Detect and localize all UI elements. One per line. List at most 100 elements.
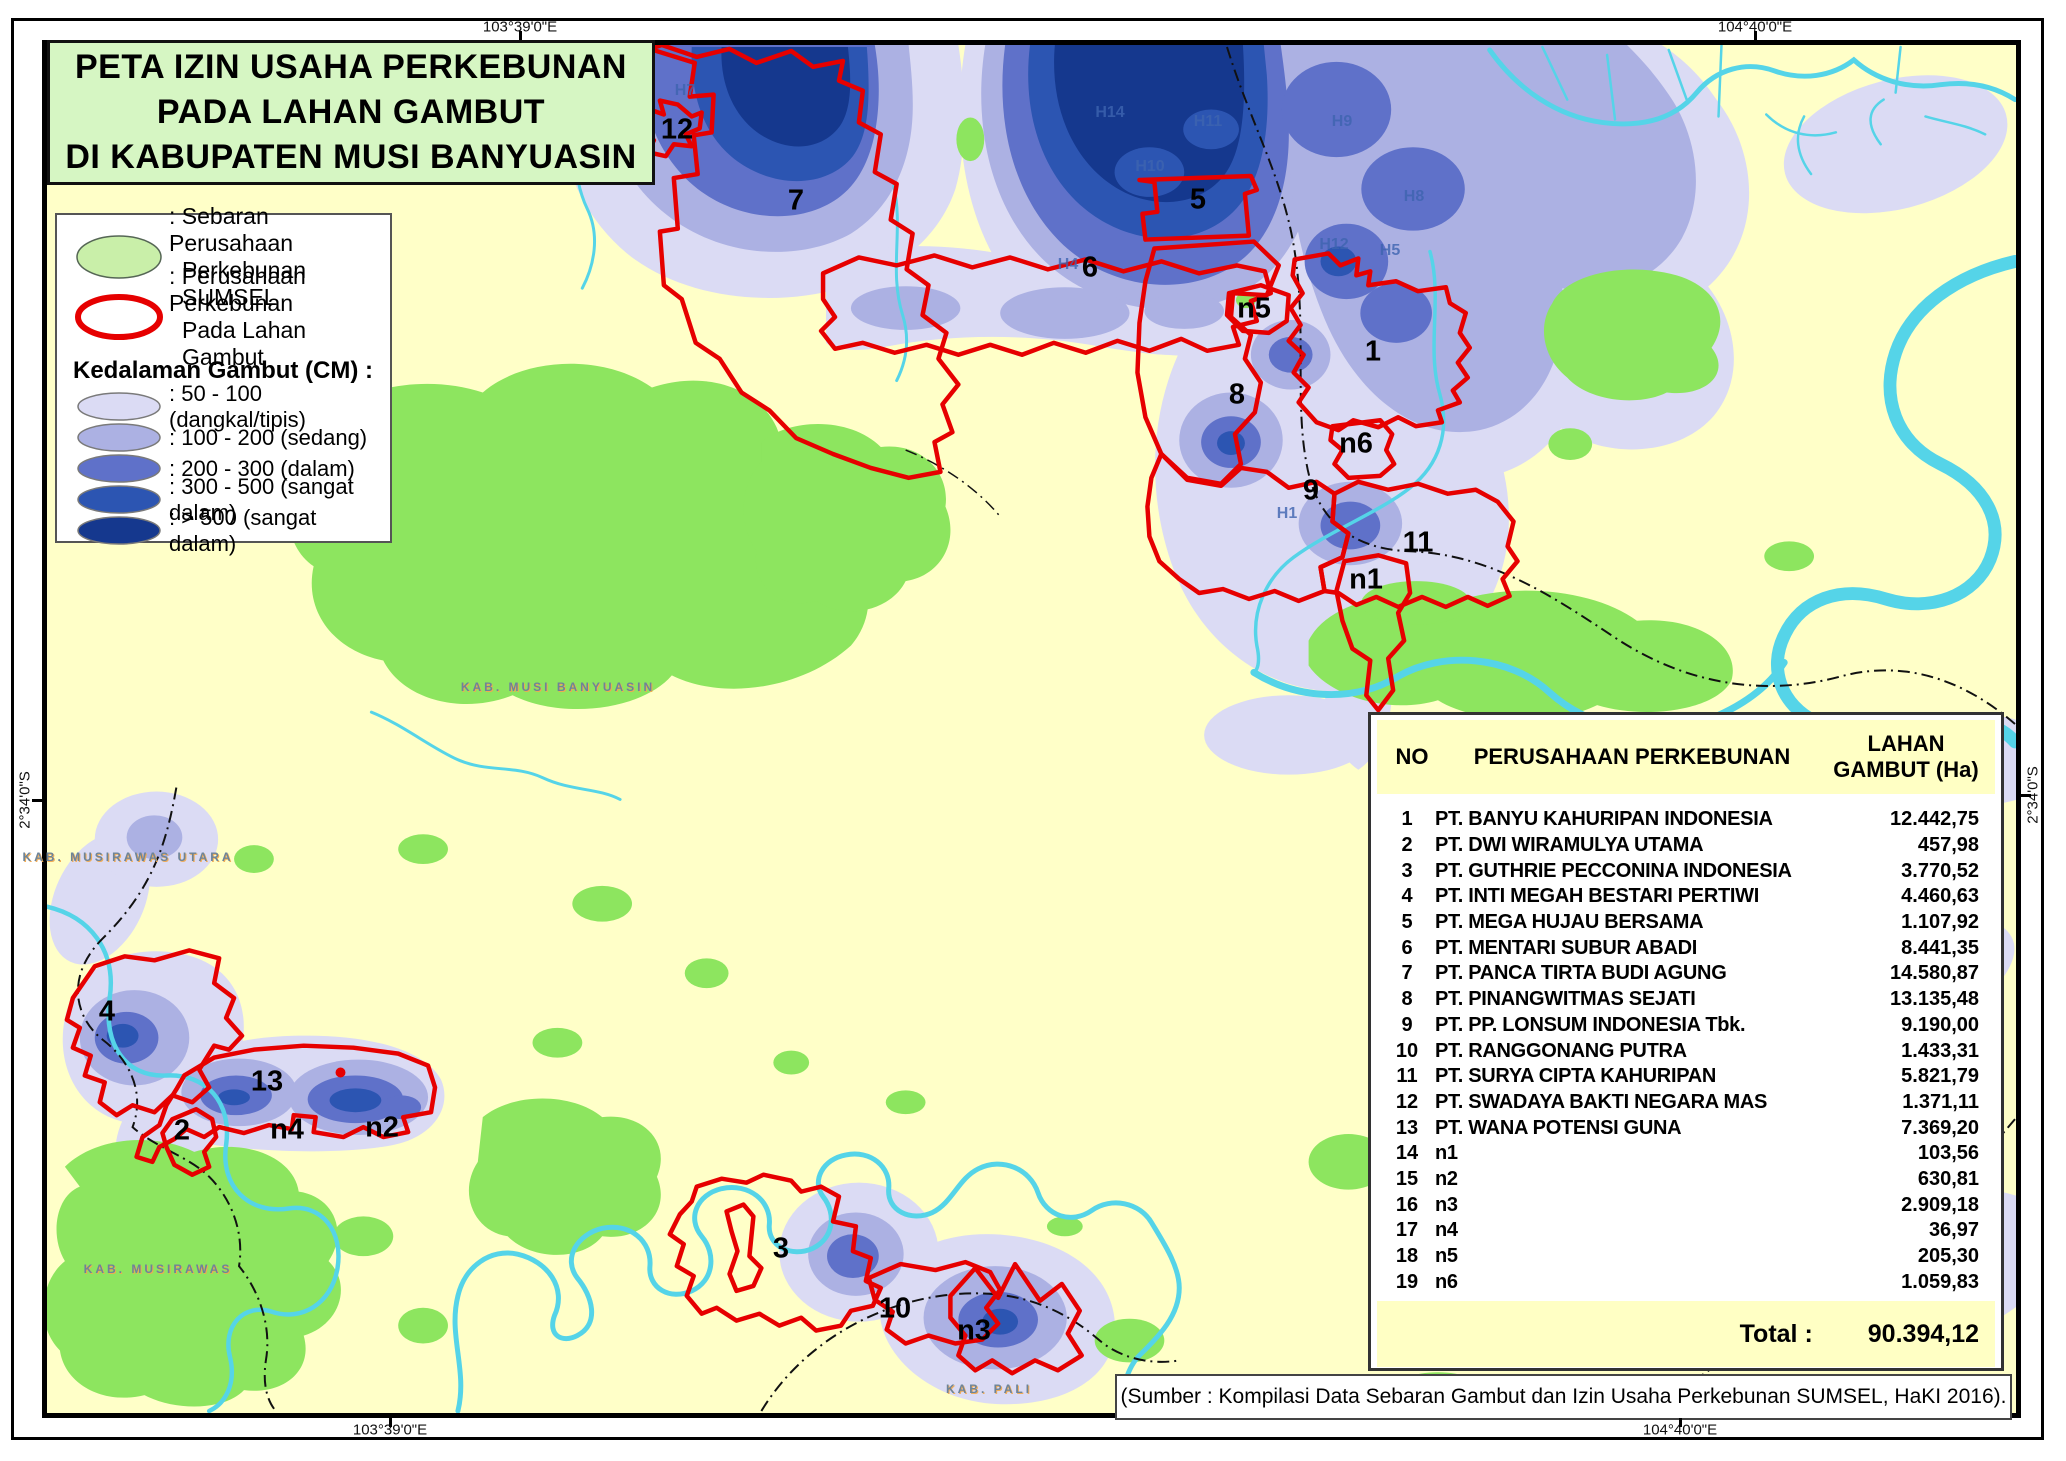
legend-label: : Sebaran Perusahaan (169, 203, 294, 256)
company-name: n2 (1435, 1167, 1458, 1190)
gambut-area-value: 1.059,83 (1901, 1270, 1979, 1293)
legend-item-gambut-permit: : Perusahaan Perkebunan Pada Lahan Gambu… (69, 263, 380, 370)
row-number: 6 (1401, 936, 1413, 959)
graticule-tick (388, 1418, 392, 1427)
depth-class-label: : 100 - 200 (sedang) (169, 424, 368, 450)
gambut-area-value: 3.770,52 (1901, 859, 1979, 882)
graticule-label: 104°40'0"E (1717, 18, 1793, 36)
company-name: PT. INTI MEGAH BESTARI PERTIWI (1435, 885, 1759, 908)
table-row: 7 PT. PANCA TIRTA BUDI AGUNG 14.580,87 (1379, 961, 1993, 987)
depth-class-label: : 50 - 100 (dangkal/tipis) (169, 380, 306, 432)
table-row: 14 n1 103,56 (1379, 1141, 1993, 1167)
company-name: n6 (1435, 1270, 1458, 1293)
table-row: 13 PT. WANA POTENSI GUNA 7.369,20 (1379, 1115, 1993, 1141)
row-number: 14 (1395, 1142, 1419, 1165)
row-number: 18 (1395, 1245, 1419, 1268)
gambut-area-value: 4.460,63 (1901, 885, 1979, 908)
table-row: 8 PT. PINANGWITMAS SEJATI 13.135,48 (1379, 987, 1993, 1013)
gambut-area-value: 5.821,79 (1901, 1065, 1979, 1088)
row-number: 4 (1401, 885, 1413, 908)
gambut-area-value: 13.135,48 (1890, 988, 1979, 1011)
col-header-area: LAHAN GAMBUT (Ha) (1833, 731, 1979, 782)
legend-label: Pada Lahan Gambut (182, 317, 307, 370)
company-name: PT. SWADAYA BAKTI NEGARA MAS (1435, 1090, 1768, 1113)
map-title-line2: PADA LAHAN GAMBUT (156, 93, 546, 131)
permit-outlines-layer (64, 45, 1520, 1376)
depth-ellipse-icon (69, 453, 169, 484)
company-name: n1 (1435, 1142, 1458, 1165)
table-body: 1 PT. BANYU KAHURIPAN INDONESIA 12.442,75 2… (1379, 807, 1993, 1295)
legend: : Sebaran Perusahaan Perkebunan SUMSEL :… (55, 203, 392, 556)
row-number: 3 (1401, 859, 1413, 882)
depth-class-label: : 200 - 300 (dalam) (169, 455, 355, 481)
row-number: 13 (1395, 1116, 1419, 1139)
table-row: 18 n5 205,30 (1379, 1244, 1993, 1270)
table-row: 1 PT. BANYU KAHURIPAN INDONESIA 12.442,75 (1379, 807, 1993, 833)
company-name: PT. WANA POTENSI GUNA (1435, 1116, 1682, 1139)
row-number: 1 (1401, 808, 1413, 831)
page-border (11, 18, 2044, 1440)
source-note-box: (Sumber : Kompilasi Data Sebaran Gambut … (1115, 1374, 2012, 1420)
row-number: 10 (1395, 1039, 1419, 1062)
table-row: 17 n4 36,97 (1379, 1218, 1993, 1244)
legend-depth-header: Kedalaman Gambut (CM) : (73, 357, 374, 384)
map-title-line1: PETA IZIN USAHA PERKEBUNAN (75, 48, 627, 86)
legend-depth-class: : 300 - 500 (sangat dalam) (69, 474, 380, 525)
company-name: PT. DWI WIRAMULYA UTAMA (1435, 834, 1704, 857)
gambut-area-value: 9.190,00 (1901, 1013, 1979, 1036)
peat-deepest-layer (721, 45, 1245, 203)
total-value: 90.394,12 (1867, 1319, 1979, 1348)
table-row: 4 PT. INTI MEGAH BESTARI PERTIWI 4.460,63 (1379, 884, 1993, 910)
gambut-area-value: 2.909,18 (1901, 1193, 1979, 1216)
gambut-area-value: 205,30 (1917, 1245, 1979, 1268)
gambut-area-value: 1.107,92 (1901, 911, 1979, 934)
company-name: PT. PP. LONSUM INDONESIA Tbk. (1435, 1013, 1746, 1036)
gambut-area-value: 14.580,87 (1890, 962, 1979, 985)
row-number: 12 (1395, 1090, 1419, 1113)
graticule-tick (2021, 793, 2031, 797)
legend-depth-classes: : 50 - 100 (dangkal/tipis): 100 - 200 (s… (69, 381, 380, 556)
company-name: PT. BANYU KAHURIPAN INDONESIA (1435, 808, 1773, 831)
company-name: PT. PANCA TIRTA BUDI AGUNG (1435, 962, 1727, 985)
legend-depth-class: : 200 - 300 (dalam) (69, 453, 380, 484)
green-ellipse-icon (69, 232, 169, 282)
plantation-table: NO PERUSAHAAN PERKEBUNAN LAHAN GAMBUT (H… (1368, 712, 2004, 1371)
table-row: 3 PT. GUTHRIE PECCONINA INDONESIA 3.770,52 (1379, 858, 1993, 884)
company-name: n3 (1435, 1193, 1458, 1216)
legend-label: Perkebunan SUMSEL (182, 257, 307, 310)
graticule-tick (1753, 31, 1757, 40)
gambut-area-value: 1.371,11 (1902, 1090, 1979, 1113)
company-name: n4 (1435, 1219, 1458, 1242)
company-name: PT. GUTHRIE PECCONINA INDONESIA (1435, 859, 1792, 882)
table-row: 16 n3 2.909,18 (1379, 1192, 1993, 1218)
table-row: 15 n2 630,81 (1379, 1167, 1993, 1193)
source-note: (Sumber : Kompilasi Data Sebaran Gambut … (1120, 1385, 2007, 1408)
table-header: NO PERUSAHAAN PERKEBUNAN LAHAN GAMBUT (H… (1377, 720, 1995, 794)
graticule-tick (1678, 1418, 1682, 1427)
gambut-area-value: 8.441,35 (1901, 936, 1979, 959)
graticule-tick (518, 31, 522, 40)
total-label: Total : (1739, 1319, 1813, 1348)
graticule-label: 104°40'0"E (1642, 1421, 1718, 1439)
table-row: 6 PT. MENTARI SUBUR ABADI 8.441,35 (1379, 935, 1993, 961)
company-name: n5 (1435, 1245, 1458, 1268)
depth-ellipse-icon (69, 515, 169, 546)
gambut-area-value: 12.442,75 (1890, 808, 1979, 831)
legend-label: : Perusahaan Perkebunan (169, 263, 306, 316)
row-number: 19 (1395, 1270, 1419, 1293)
gambut-area-value: 36,97 (1928, 1219, 1979, 1242)
company-name: PT. MENTARI SUBUR ABADI (1435, 936, 1697, 959)
row-number: 16 (1395, 1193, 1419, 1216)
gambut-area-value: 630,81 (1917, 1167, 1979, 1190)
legend-item-sumsel: : Sebaran Perusahaan Perkebunan SUMSEL (69, 203, 380, 310)
gambut-area-value: 1.433,31 (1901, 1039, 1979, 1062)
legend-depth-class: : > 500 (sangat dalam) (69, 505, 380, 556)
row-number: 17 (1395, 1219, 1419, 1242)
company-name: PT. RANGGONANG PUTRA (1435, 1039, 1687, 1062)
row-number: 9 (1401, 1013, 1413, 1036)
table-row: 2 PT. DWI WIRAMULYA UTAMA 457,98 (1379, 833, 1993, 859)
graticule-tick (32, 798, 42, 802)
row-number: 15 (1395, 1167, 1419, 1190)
graticule-label: 2°34'0"S (16, 771, 34, 829)
